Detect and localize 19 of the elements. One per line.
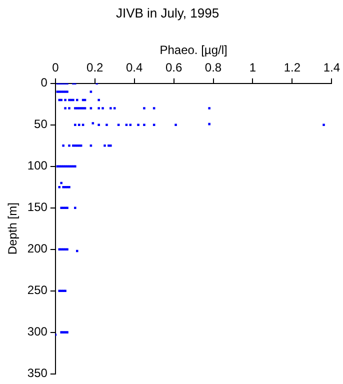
y-tick-label: 350: [27, 366, 48, 380]
y-tick-label: 50: [34, 117, 48, 132]
y-tick-label: 0: [40, 76, 48, 90]
x-tick-label: 0.8: [204, 60, 222, 75]
y-tick-label: 200: [27, 242, 48, 256]
x-tick-label: 1.2: [284, 60, 301, 75]
x-tick-label: 1.4: [323, 60, 340, 75]
y-tick-label: 250: [27, 283, 48, 298]
y-tick-label: 300: [27, 324, 48, 339]
x-tick-label: 1: [249, 60, 256, 75]
x-axis-title: Phaeo. [µg/l]: [160, 43, 228, 58]
x-tick-label: 0.4: [126, 60, 144, 75]
x-tick-label: 0: [52, 60, 60, 75]
x-tick-label: 0.2: [86, 60, 104, 75]
chart-title: JIVB in July, 1995: [116, 5, 220, 20]
x-tick-label: 0.6: [165, 60, 182, 75]
y-tick-label: 150: [27, 200, 48, 214]
y-axis-title: Depth [m]: [6, 202, 20, 255]
y-tick-label: 100: [27, 158, 48, 173]
